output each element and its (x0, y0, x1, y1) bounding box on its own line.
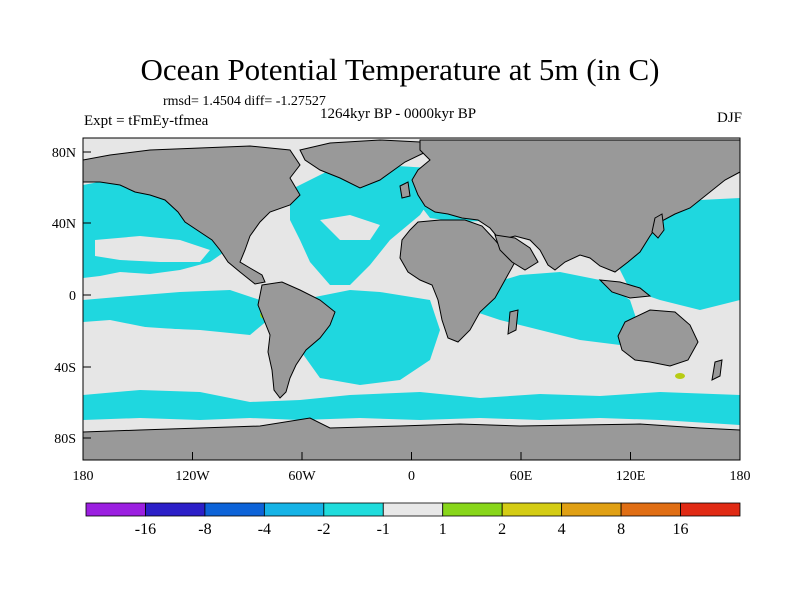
colorbar-swatch (85, 502, 146, 517)
colorbar-swatch (501, 502, 563, 517)
colorbar-label: 1 (439, 521, 447, 538)
colorbar-swatch (620, 502, 681, 517)
north-america (83, 145, 301, 285)
colorbar-swatch (263, 502, 325, 517)
rmsd-value: rmsd= 1.4504 (163, 94, 241, 109)
indian-ocean-anomaly (470, 272, 640, 345)
colorbar-swatch (561, 502, 622, 517)
japan (651, 213, 665, 239)
colorbar-swatch (442, 502, 503, 517)
plot-title: Ocean Potential Temperature at 5m (in C) (140, 52, 660, 87)
tick-marks (82, 151, 741, 460)
x-tick-label: 0 (408, 469, 415, 484)
new-zealand (711, 359, 723, 381)
land (83, 139, 740, 460)
map-field (83, 138, 740, 460)
colorbar: -16 -8 -4 -2 -1 1 2 4 8 16 (85, 502, 741, 538)
colorbar-swatch (323, 502, 384, 517)
greenland (299, 139, 431, 189)
southern-ocean-anomaly (83, 390, 740, 425)
south-pacific-light (83, 326, 268, 386)
colorbar-swatch (680, 502, 741, 517)
period-label: 1264kyr BP - 0000kyr BP (320, 106, 477, 122)
x-tick-label: 60E (510, 469, 533, 484)
x-axis-labels: 180 120W 60W 0 60E 120E 180 (73, 469, 751, 484)
anomaly-cyan-regions (83, 165, 740, 425)
tropical-pacific-anomaly (83, 290, 268, 335)
arabia (494, 234, 539, 271)
africa (399, 219, 516, 343)
y-tick-label: 80S (54, 432, 76, 447)
y-tick-label: 40N (52, 217, 76, 232)
south-atlantic-anomaly (300, 290, 440, 385)
colorbar-swatch (382, 502, 444, 517)
stats-line: rmsd= 1.4504 diff= -1.27527 (163, 94, 326, 110)
colorbar-label: -8 (198, 521, 211, 538)
colorbar-swatch (145, 502, 206, 517)
british-isles (399, 181, 411, 199)
south-america (257, 281, 336, 399)
antarctica (83, 417, 740, 460)
x-tick-label: 120E (616, 469, 646, 484)
colorbar-label: -4 (258, 521, 271, 538)
x-tick-label: 60W (288, 469, 316, 484)
north-pacific-light-patch (95, 236, 210, 262)
colorbar-label: 8 (617, 521, 625, 538)
colorbar-label: -1 (377, 521, 390, 538)
atlantic-light-patch (320, 215, 380, 240)
eurasia (411, 139, 740, 273)
indonesia (598, 279, 652, 299)
diff-value: diff= -1.27527 (244, 94, 326, 109)
y-tick-label: 80N (52, 146, 76, 161)
colorbar-label: -2 (317, 521, 330, 538)
x-tick-label: 120W (175, 469, 210, 484)
australia (617, 309, 699, 367)
y-tick-label: 40S (54, 361, 76, 376)
x-tick-label: 180 (730, 469, 751, 484)
colorbar-swatch (204, 502, 265, 517)
colorbar-label: 2 (498, 521, 506, 538)
x-tick-label: 180 (73, 469, 94, 484)
colorbar-label: 16 (673, 521, 689, 538)
season-label: DJF (716, 110, 742, 126)
experiment-label: Expt = tFmEy-tfmea (84, 113, 209, 129)
tasman-warm-anomaly (675, 373, 685, 379)
y-axis-labels: 80N 40N 0 40S 80S (52, 146, 76, 447)
south-indian-light (480, 335, 620, 382)
colorbar-label: -16 (135, 521, 156, 538)
y-tick-label: 0 (69, 289, 76, 304)
madagascar (507, 309, 519, 335)
colorbar-label: 4 (558, 521, 566, 538)
